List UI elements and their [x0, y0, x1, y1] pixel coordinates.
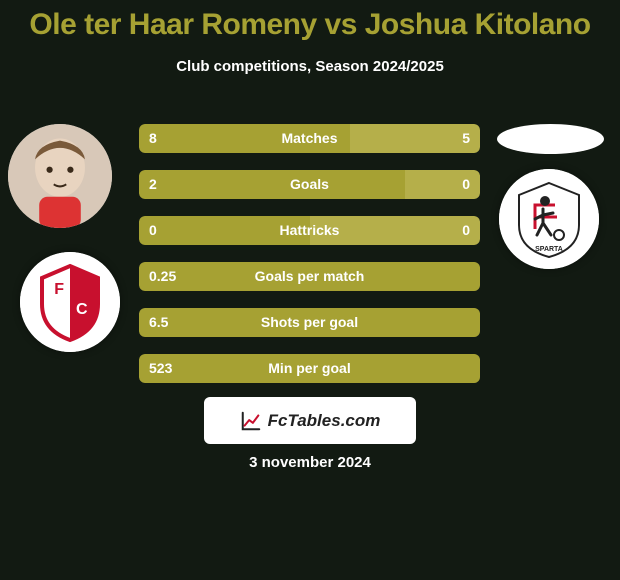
svg-text:SPARTA: SPARTA	[535, 246, 563, 253]
stat-value-right: 0	[462, 216, 470, 245]
stat-label: Hattricks	[139, 216, 480, 245]
svg-text:C: C	[76, 301, 88, 318]
stat-label: Goals	[139, 170, 480, 199]
sparta-shield-icon: SPARTA	[499, 169, 599, 269]
stat-value-right: 0	[462, 170, 470, 199]
chart-icon	[240, 410, 262, 432]
stat-label: Goals per match	[139, 262, 480, 291]
svg-text:F: F	[54, 281, 64, 298]
stat-row: 0.25 Goals per match	[139, 262, 480, 291]
stats-bars: 8 Matches 5 2 Goals 0 0 Hattricks 0 0.25…	[139, 124, 480, 400]
stat-row: 523 Min per goal	[139, 354, 480, 383]
page-subtitle: Club competitions, Season 2024/2025	[0, 58, 620, 75]
watermark-text: FcTables.com	[268, 411, 381, 431]
face-placeholder-icon	[8, 124, 112, 228]
player1-avatar	[8, 124, 112, 228]
oval-placeholder-icon	[497, 124, 604, 154]
stat-label: Matches	[139, 124, 480, 153]
comparison-infographic: Ole ter Haar Romeny vs Joshua Kitolano C…	[0, 0, 620, 580]
stat-row: 8 Matches 5	[139, 124, 480, 153]
stat-row: 2 Goals 0	[139, 170, 480, 199]
fc-utrecht-shield-icon: F C	[20, 252, 120, 352]
date-text: 3 november 2024	[0, 454, 620, 471]
stat-row: 6.5 Shots per goal	[139, 308, 480, 337]
stat-row: 0 Hattricks 0	[139, 216, 480, 245]
stat-label: Min per goal	[139, 354, 480, 383]
club2-logo: SPARTA	[499, 169, 599, 269]
club1-logo: F C	[20, 252, 120, 352]
watermark-badge: FcTables.com	[204, 397, 416, 444]
player2-avatar	[497, 124, 604, 154]
stat-label: Shots per goal	[139, 308, 480, 337]
page-title: Ole ter Haar Romeny vs Joshua Kitolano	[0, 0, 620, 42]
stat-value-right: 5	[462, 124, 470, 153]
